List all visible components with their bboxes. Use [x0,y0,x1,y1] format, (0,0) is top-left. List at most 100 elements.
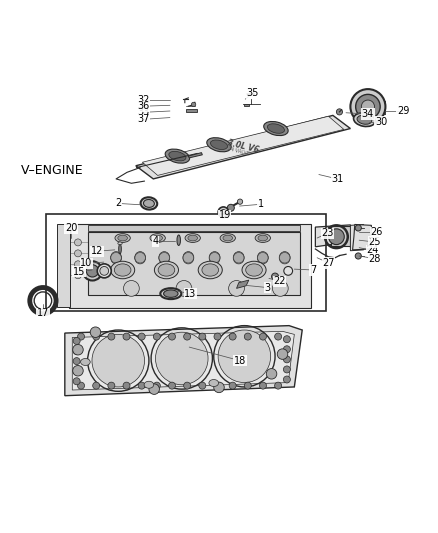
Text: 3.0L V6: 3.0L V6 [226,138,260,154]
Ellipse shape [258,235,268,241]
Circle shape [90,327,101,337]
Circle shape [100,266,109,275]
Polygon shape [142,116,344,175]
Text: 23: 23 [321,228,334,238]
Text: 7: 7 [310,265,316,275]
Polygon shape [350,224,364,251]
Circle shape [259,333,266,340]
Circle shape [214,333,221,340]
Bar [46,214,326,311]
Polygon shape [69,224,311,308]
Ellipse shape [177,235,180,246]
Bar [186,109,197,112]
Circle shape [138,333,145,340]
Ellipse shape [210,140,228,149]
Circle shape [149,384,159,394]
Circle shape [78,382,85,389]
Circle shape [93,382,100,389]
Circle shape [191,102,196,107]
Circle shape [73,344,83,355]
Circle shape [73,337,80,344]
Text: 36: 36 [138,101,150,111]
Polygon shape [353,224,371,250]
Ellipse shape [267,124,285,133]
Ellipse shape [223,235,233,241]
Polygon shape [136,115,350,179]
Ellipse shape [198,261,222,279]
Circle shape [93,333,100,340]
Ellipse shape [144,381,154,388]
Circle shape [155,332,208,385]
Polygon shape [72,332,294,390]
Text: 32: 32 [138,95,150,105]
Text: 24: 24 [366,245,378,255]
Circle shape [275,333,282,340]
Circle shape [259,382,266,389]
Circle shape [214,382,221,389]
Polygon shape [88,225,300,231]
Circle shape [272,273,279,280]
Circle shape [111,253,121,263]
Circle shape [355,225,361,231]
Ellipse shape [246,264,262,276]
Circle shape [350,89,385,124]
Ellipse shape [209,379,219,386]
Text: 4: 4 [152,236,159,246]
Circle shape [86,265,99,277]
Circle shape [275,382,282,389]
Ellipse shape [209,252,220,264]
Text: 29: 29 [397,107,409,116]
Circle shape [135,253,145,263]
Circle shape [184,382,191,389]
Circle shape [227,204,234,211]
Text: 27: 27 [322,258,335,268]
Polygon shape [315,225,353,249]
Ellipse shape [188,235,198,241]
Circle shape [169,333,176,340]
Circle shape [229,280,244,296]
Ellipse shape [183,252,194,264]
Circle shape [73,368,80,375]
Circle shape [283,356,290,363]
Circle shape [73,358,80,365]
Polygon shape [237,280,249,288]
Ellipse shape [353,113,375,126]
Ellipse shape [110,252,121,264]
Ellipse shape [357,115,372,124]
Circle shape [183,253,194,263]
Text: 31: 31 [331,174,343,184]
Circle shape [229,333,236,340]
Circle shape [221,209,226,215]
Ellipse shape [118,235,127,241]
Circle shape [138,382,145,389]
Circle shape [277,349,288,359]
Circle shape [283,336,290,343]
Text: 2: 2 [115,198,121,208]
Circle shape [229,382,236,389]
Ellipse shape [169,151,186,161]
Text: 20: 20 [65,223,77,233]
Circle shape [92,334,145,387]
Ellipse shape [279,252,290,264]
Text: 18: 18 [234,356,246,366]
Circle shape [284,266,293,275]
Circle shape [258,253,268,263]
Circle shape [83,261,102,280]
Circle shape [73,348,80,354]
Circle shape [159,253,170,263]
Text: 37: 37 [138,115,150,124]
Ellipse shape [118,242,122,245]
Text: 12: 12 [91,246,103,256]
Ellipse shape [144,199,154,207]
Circle shape [272,280,288,296]
Circle shape [233,253,244,263]
Text: V–ENGINE: V–ENGINE [21,164,84,176]
Text: 13: 13 [184,289,197,298]
Circle shape [328,229,344,245]
Text: 10: 10 [80,259,92,269]
Circle shape [176,280,192,296]
Ellipse shape [160,288,181,299]
Circle shape [108,333,115,340]
Text: 26: 26 [371,228,383,237]
Ellipse shape [257,252,268,264]
